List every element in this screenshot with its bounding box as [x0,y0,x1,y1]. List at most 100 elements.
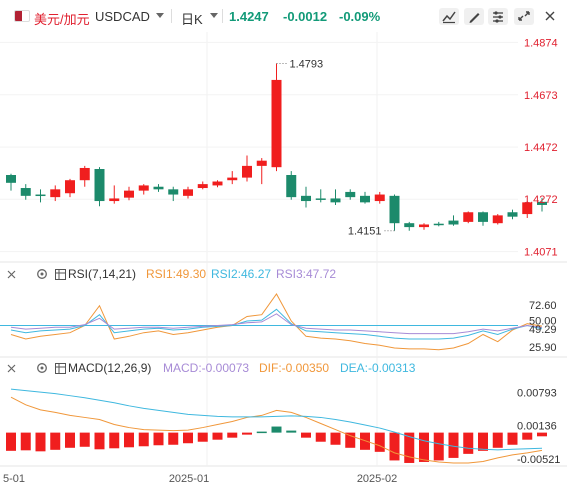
candle-body [448,220,459,225]
candle-body [522,202,533,215]
indicator-button[interactable] [439,8,459,25]
macd-histogram-bar [6,432,16,451]
current-price: 1.4247 [229,9,269,24]
fullscreen-button[interactable] [514,8,534,25]
macd-histogram-bar [404,432,415,463]
macd-axis-tick: 0.00793 [517,388,557,400]
draw-tool-button[interactable] [464,8,484,25]
candle-body [242,165,252,178]
macd-histogram-bar [463,432,474,454]
price-axis-tick: 1.4472 [524,142,558,154]
candle-body [256,160,267,166]
table-icon[interactable] [55,363,66,374]
rsi3-value: RSI3:47.72 [276,267,337,281]
candle-body [6,175,16,183]
macd-label: MACD(12,26,9) [68,361,152,375]
candle-body [183,189,193,196]
gear-icon[interactable] [36,268,48,280]
collapse-icon[interactable] [6,269,16,279]
candle-body [301,195,311,202]
macd-histogram-bar [537,432,547,437]
macd-histogram-bar [124,432,134,448]
macd-histogram-bar [374,432,385,452]
candle-body [345,191,356,198]
candle-body [197,184,208,189]
rsi-axis-tick: 72.60 [529,300,557,312]
candle-body [94,169,105,202]
rsi1-value: RSI1:49.30 [146,267,207,281]
candle-body [315,198,326,200]
macd-axis-tick: 0.00136 [517,421,557,433]
candle-body [478,212,488,222]
macd-histogram-bar [419,432,429,462]
rsi-axis-tick: 25.90 [529,342,557,354]
settings-button[interactable] [488,8,508,25]
price-axis-tick: 1.4272 [524,194,558,206]
table-icon[interactable] [55,269,66,280]
macd-histogram-bar [315,432,326,442]
macd-histogram-bar [507,432,518,445]
macd-histogram-bar [389,432,400,461]
rsi2-value: RSI2:46.27 [211,267,272,281]
toolbar-divider [171,9,172,23]
date-axis-tick: 2025-02 [357,473,397,485]
expand-icon [518,11,530,21]
candle-body [286,175,297,198]
sliders-icon [493,11,503,23]
macd-histogram-bar [227,432,238,438]
collapse-icon[interactable] [6,363,16,373]
low-label: 1.4151 [348,226,382,238]
candle-body [35,194,46,197]
dea-value: DEA:-0.00313 [340,361,416,375]
macd-histogram-bar [256,431,267,434]
candle-body [330,198,341,203]
macd-histogram-bar [242,432,252,435]
candle-body [109,198,120,202]
period-dropdown-chevron-down-icon[interactable] [210,13,218,18]
high-label: 1.4793 [290,59,324,71]
macd-histogram-bar [153,432,164,446]
rsi1-line [10,293,543,351]
candle-body [212,181,223,186]
candle-body [50,189,61,198]
us-flag-icon [14,10,30,22]
macd-histogram-bar [50,432,61,450]
macd-histogram-bar [271,426,282,433]
candle-body [138,185,149,191]
macd-histogram-bar [212,432,223,440]
macd-histogram-bar [286,430,297,433]
symbol-code[interactable]: USDCAD [95,9,150,24]
macd-histogram-bar [138,432,149,447]
candle-body [65,180,75,194]
candle-body [419,224,429,228]
candle-body [463,212,474,222]
rsi-axis-tick: 50.00 [529,316,557,328]
macd-histogram-bar [492,432,503,448]
price-change: -0.0012 [283,9,328,24]
symbol-dropdown-chevron-down-icon[interactable] [156,13,164,18]
candle-body [227,177,238,181]
rsi-axis-tick: 49.29 [529,324,557,336]
macd-histogram-bar [65,432,75,448]
gear-icon[interactable] [36,362,48,374]
dif-value: DIF:-0.00350 [259,361,330,375]
macd-value: MACD:-0.00073 [163,361,250,375]
macd-histogram-bar [79,432,90,447]
candle-body [492,215,503,224]
candle-body [389,195,400,224]
candle-body [153,186,164,190]
period-selector[interactable]: 日K [181,12,203,27]
date-axis-tick: 5-01 [3,473,25,485]
close-icon [545,11,555,21]
price-axis-tick: 1.4673 [524,90,558,102]
symbol-cn-name[interactable]: 美元/加元 [34,12,90,27]
candle-body [168,189,179,195]
macd-histogram-bar [94,432,105,450]
close-button[interactable] [540,8,560,25]
dea-line [10,388,543,451]
macd-histogram-bar [448,432,459,458]
dif-line [10,396,543,464]
candle-body [507,212,518,217]
pencil-icon [469,13,480,23]
